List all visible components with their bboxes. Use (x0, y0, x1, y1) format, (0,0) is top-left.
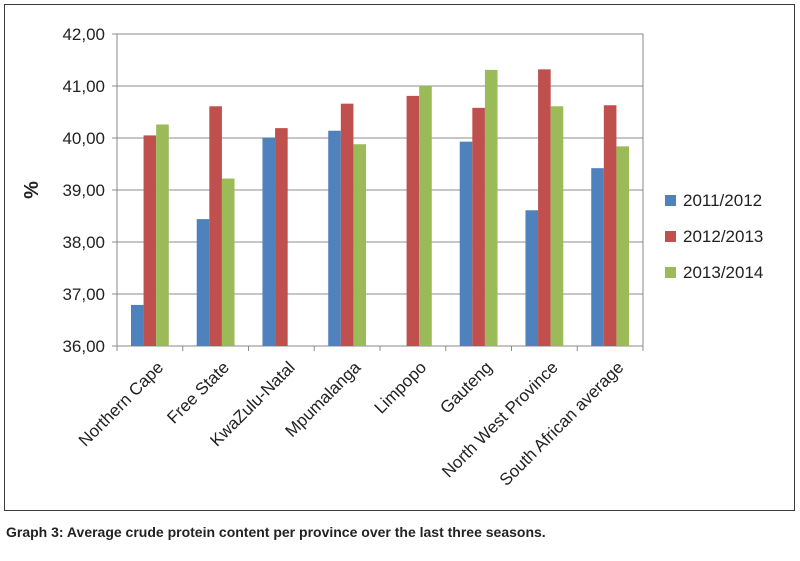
bar (196, 219, 210, 346)
x-tick-label: North West Province (438, 358, 561, 481)
y-tick-label: 38,00 (62, 233, 105, 252)
x-tick-label: South African average (496, 358, 628, 490)
gridlines (117, 33, 643, 347)
bar (616, 146, 630, 346)
y-tick-label: 36,00 (62, 337, 105, 356)
bars (130, 69, 630, 347)
legend-label: 2013/2014 (683, 263, 763, 282)
y-tick-label: 39,00 (62, 181, 105, 200)
bar (591, 168, 604, 346)
bar (550, 106, 564, 346)
bar (156, 124, 169, 346)
y-tick-label: 41,00 (62, 77, 105, 96)
bar (419, 86, 432, 346)
chart-caption: Graph 3: Average crude protein content p… (6, 524, 546, 540)
bar (340, 103, 354, 347)
x-tick-label: Free State (163, 358, 233, 428)
bar (484, 69, 498, 346)
y-axis-ticks: 36,00 37,00 38,00 39,00 40,00 41,00 42,00 (62, 25, 117, 356)
legend-label: 2011/2012 (683, 191, 762, 210)
legend-swatch (665, 195, 676, 206)
bar (603, 105, 617, 347)
bar (143, 135, 157, 346)
bar (209, 106, 222, 346)
y-tick-label: 37,00 (62, 285, 105, 304)
bar (472, 107, 485, 346)
bar (406, 95, 420, 346)
legend-label: 2012/2013 (683, 227, 763, 246)
bar (328, 130, 341, 346)
legend: 2011/2012 2012/2013 2013/2014 (665, 191, 763, 282)
bar (130, 304, 144, 346)
y-tick-label: 42,00 (62, 25, 105, 44)
bar (262, 137, 276, 346)
bar (459, 141, 473, 346)
legend-swatch (665, 231, 676, 242)
x-tick-label: Limpopo (371, 358, 431, 418)
bar (221, 178, 235, 346)
legend-swatch (665, 267, 676, 278)
bar (353, 144, 367, 346)
bar (525, 210, 539, 346)
bar-chart: 36,00 37,00 38,00 39,00 40,00 41,00 42,00 Nort… (21, 25, 763, 490)
bar (275, 128, 288, 346)
bar (538, 69, 551, 347)
y-tick-label: 40,00 (62, 129, 105, 148)
x-tick-label: Gauteng (436, 358, 496, 418)
x-tick-label: Northern Cape (75, 358, 167, 450)
y-axis-label: % (21, 181, 43, 199)
chart-frame (4, 4, 795, 511)
